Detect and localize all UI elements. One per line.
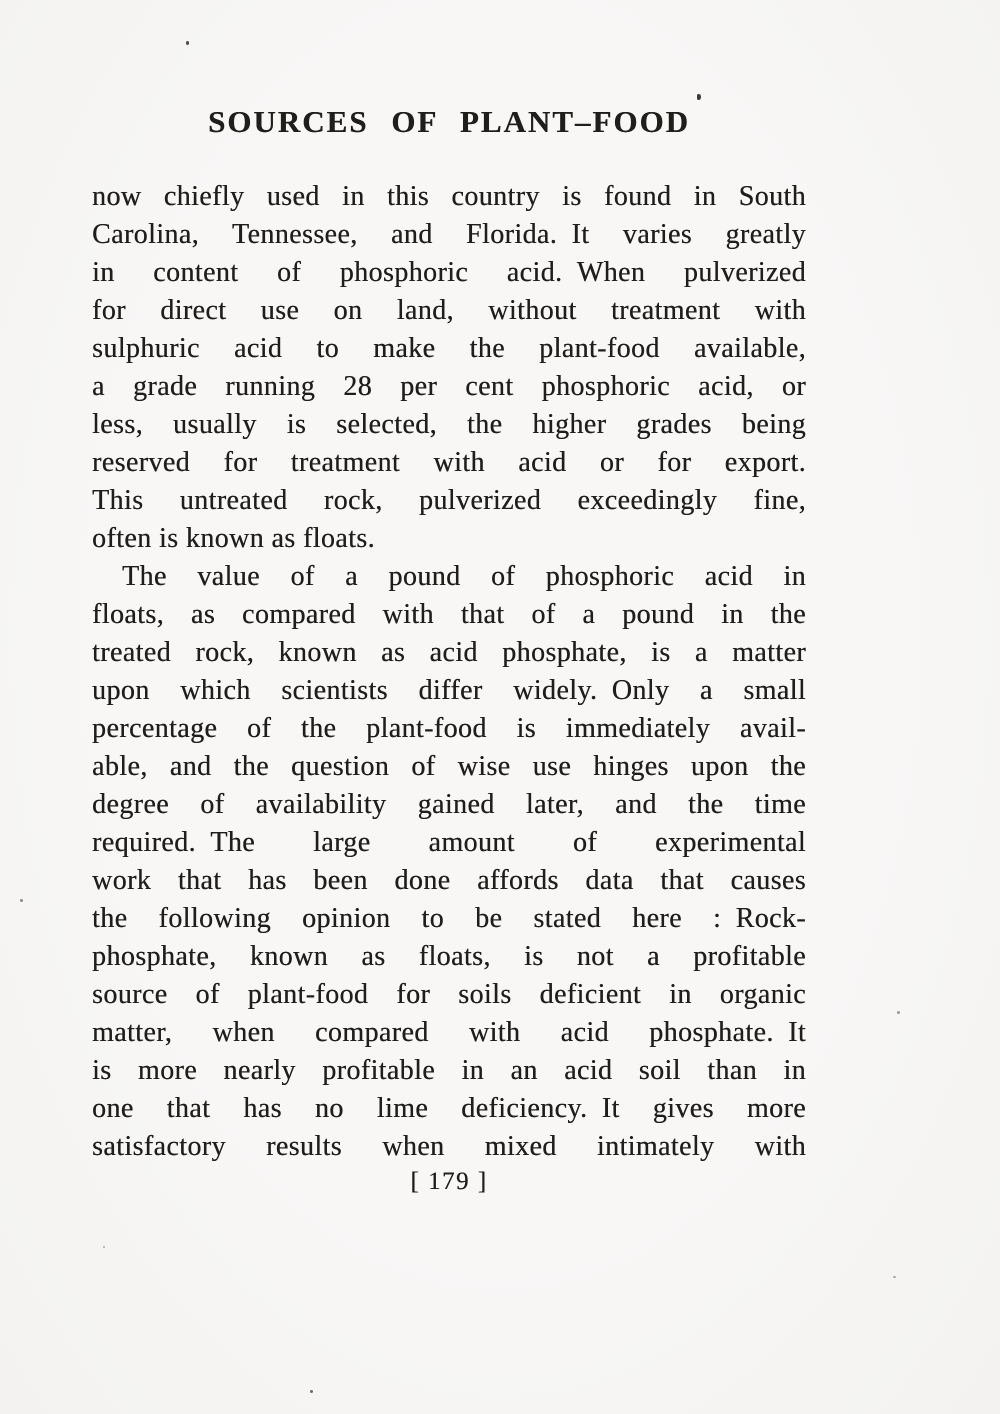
page-title: SOURCES OF PLANT–FOOD: [208, 104, 690, 139]
text-line: reserved for treatment with acid or for …: [92, 447, 806, 478]
text-line: percentage of the plant-food is immediat…: [92, 713, 806, 744]
text-line: work that has been done affords data tha…: [92, 865, 806, 896]
text-line: one that has no lime deficiency. It give…: [92, 1093, 806, 1124]
scan-speck: [20, 899, 23, 902]
scan-speck: [310, 1390, 313, 1393]
text-line: upon which scientists differ widely. Onl…: [92, 675, 806, 706]
paragraph: The value of a pound of phosphoric acid …: [92, 558, 806, 1166]
text-line: able, and the question of wise use hinge…: [92, 751, 806, 782]
text-line: sulphuric acid to make the plant-food av…: [92, 333, 806, 364]
scan-speck: [697, 94, 701, 100]
paragraph: now chiefly used in this country is foun…: [92, 178, 806, 558]
text-line: the following opinion to be stated here …: [92, 903, 806, 934]
text-line: for direct use on land, without treatmen…: [92, 295, 806, 326]
text-line: matter, when compared with acid phosphat…: [92, 1017, 806, 1048]
text-line: degree of availability gained later, and…: [92, 789, 806, 820]
text-line: The value of a pound of phosphoric acid …: [122, 561, 806, 592]
page-number: [ 179 ]: [410, 1168, 488, 1195]
body-text: now chiefly used in this country is foun…: [92, 178, 806, 1166]
text-line: floats, as compared with that of a pound…: [92, 599, 806, 630]
text-line: in content of phosphoric acid. When pulv…: [92, 257, 806, 288]
scan-speck: [897, 1011, 900, 1014]
text-line: source of plant-food for soils deficient…: [92, 979, 806, 1010]
text-line: Carolina, Tennessee, and Florida. It var…: [92, 219, 806, 250]
text-line: required. The large amount of experiment…: [92, 827, 806, 858]
text-line: now chiefly used in this country is foun…: [92, 181, 806, 212]
text-line: treated rock, known as acid phosphate, i…: [92, 637, 806, 668]
text-line: a grade running 28 per cent phosphoric a…: [92, 371, 806, 402]
scan-speck: [186, 41, 189, 45]
text-line: often is known as floats.: [92, 523, 375, 554]
text-line: is more nearly profitable in an acid soi…: [92, 1055, 806, 1086]
text-line: satisfactory results when mixed intimate…: [92, 1131, 806, 1162]
text-line: This untreated rock, pulverized exceedin…: [92, 485, 806, 516]
text-line: phosphate, known as floats, is not a pro…: [92, 941, 806, 972]
scan-speck: [893, 1276, 896, 1278]
scan-speck: [103, 1246, 105, 1248]
text-line: less, usually is selected, the higher gr…: [92, 409, 806, 440]
